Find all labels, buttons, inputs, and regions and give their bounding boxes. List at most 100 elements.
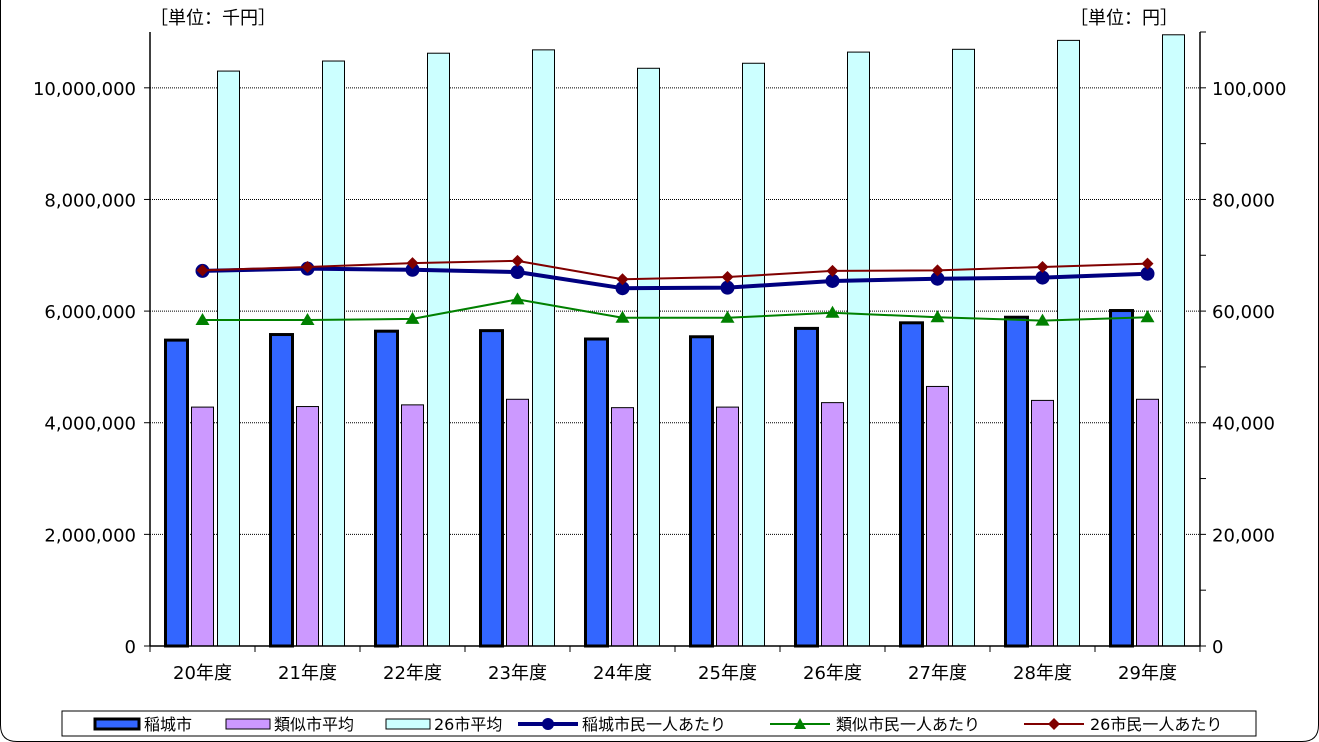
legend-marker-inagi-per-capita: [542, 718, 554, 730]
line-point: [826, 264, 839, 277]
line-point: [300, 313, 315, 326]
line-point: [1140, 310, 1155, 323]
left-tick-label: 4,000,000: [44, 414, 136, 435]
x-category-label: 20年度: [173, 663, 232, 684]
left-tick-label: 6,000,000: [44, 302, 136, 323]
bar-26-city-average: [742, 62, 765, 647]
left-unit-label: ［単位：千円］: [150, 8, 276, 29]
right-axis-tick-labels: 0 20,000 40,000 60,000 80,000 100,000: [1212, 79, 1286, 658]
left-tick-label: 2,000,000: [44, 525, 136, 546]
line-point: [510, 265, 525, 280]
right-tick-label: 60,000: [1212, 302, 1275, 323]
bar-similar-city-average: [716, 406, 739, 647]
line-point: [930, 271, 945, 286]
line-point: [195, 313, 210, 326]
line-point: [615, 281, 630, 296]
line-point: [825, 273, 840, 288]
bar-26-city-average: [847, 51, 870, 647]
left-tick-label: 8,000,000: [44, 190, 136, 211]
bar-similar-city-average: [401, 404, 424, 647]
line-point: [405, 311, 420, 324]
bar-similar-city-average: [296, 406, 319, 647]
line-point: [405, 262, 420, 277]
bar-26-city-average: [217, 70, 240, 647]
line-point: [511, 254, 524, 267]
bar-similar-city-average: [926, 385, 949, 647]
line-point: [930, 310, 945, 323]
x-category-label: 22年度: [383, 663, 442, 684]
line-point: [720, 310, 735, 323]
legend-marker-26-city-per-capita: [1048, 718, 1060, 730]
bar-26-city-average: [1057, 39, 1080, 647]
legend-swatch-26-city-average: [385, 718, 431, 730]
line-point: [1141, 257, 1154, 270]
legend-marker-similar-per-capita: [794, 718, 806, 729]
bar-inagi-city: [164, 338, 189, 648]
right-tick-label: 0: [1212, 637, 1223, 658]
right-unit-label: ［単位：円］: [1070, 8, 1178, 29]
bar-inagi-city: [479, 329, 504, 648]
legend: 稲城市 類似市平均 26市平均 稲城市民一人あたり 類似市民一人あたり 26市民…: [61, 710, 1257, 737]
bar-inagi-city: [794, 326, 819, 648]
left-tick-label: 10,000,000: [33, 79, 136, 100]
x-category-label: 26年度: [803, 663, 862, 684]
line-point: [196, 264, 209, 277]
axes: [144, 31, 1206, 652]
bar-inagi-city: [1109, 309, 1134, 648]
x-category-label: 23年度: [488, 663, 547, 684]
x-category-label: 21年度: [278, 663, 337, 684]
bar-26-city-average: [532, 49, 555, 647]
x-axis-category-labels: 20年度 21年度 22年度 23年度 24年度 25年度 26年度 27年度 28年度 29年度: [173, 663, 1177, 684]
right-tick-label: 20,000: [1212, 525, 1275, 546]
line-point: [1035, 270, 1050, 285]
line-point: [720, 280, 735, 295]
line-series-similar-per-capita: [202, 298, 1148, 322]
x-category-label: 29年度: [1118, 663, 1177, 684]
bar-series-group: [164, 34, 1185, 648]
legend-swatch-similar-city-average: [225, 718, 271, 730]
line-point: [406, 257, 419, 270]
bar-inagi-city: [374, 329, 399, 648]
x-category-label: 28年度: [1013, 663, 1072, 684]
bar-inagi-city: [1004, 315, 1029, 648]
line-point: [1140, 266, 1155, 281]
line-series-26-city-per-capita: [202, 259, 1148, 281]
legend-swatch-inagi-city: [93, 717, 141, 731]
bar-similar-city-average: [821, 402, 844, 647]
right-tick-label: 40,000: [1212, 414, 1275, 435]
bar-inagi-city: [689, 335, 714, 648]
x-category-label: 24年度: [593, 663, 652, 684]
right-tick-label: 100,000: [1212, 79, 1286, 100]
bar-similar-city-average: [191, 406, 214, 647]
line-point: [1035, 313, 1050, 326]
bar-inagi-city: [899, 321, 924, 648]
legend-label-26-city-average: 26市平均: [434, 715, 502, 734]
bar-similar-city-average: [506, 398, 529, 647]
line-point: [510, 292, 525, 305]
bar-similar-city-average: [1031, 399, 1054, 647]
line-point: [825, 305, 840, 318]
line-series-inagi-per-capita: [202, 266, 1148, 291]
bar-26-city-average: [427, 52, 450, 647]
legend-label-inagi-city: 稲城市: [144, 715, 192, 734]
line-point: [1036, 260, 1049, 273]
line-point: [721, 271, 734, 284]
legend-label-similar-per-capita: 類似市民一人あたり: [836, 715, 980, 734]
right-tick-label: 80,000: [1212, 190, 1275, 211]
legend-label-similar-city-average: 類似市平均: [274, 715, 354, 734]
legend-label-inagi-per-capita: 稲城市民一人あたり: [582, 715, 726, 734]
bar-26-city-average: [952, 48, 975, 647]
bar-inagi-city: [584, 337, 609, 648]
bar-similar-city-average: [611, 407, 634, 647]
left-axis-tick-labels: 0 2,000,000 4,000,000 6,000,000 8,000,000 10,…: [33, 79, 136, 658]
line-point: [615, 310, 630, 323]
bar-inagi-city: [269, 333, 294, 648]
x-category-label: 27年度: [908, 663, 967, 684]
bar-26-city-average: [637, 67, 660, 647]
line-point: [616, 273, 629, 286]
legend-label-26-city-per-capita: 26市民一人あたり: [1090, 715, 1222, 734]
line-point: [931, 264, 944, 277]
bar-similar-city-average: [1136, 398, 1159, 647]
bar-26-city-average: [322, 60, 345, 647]
